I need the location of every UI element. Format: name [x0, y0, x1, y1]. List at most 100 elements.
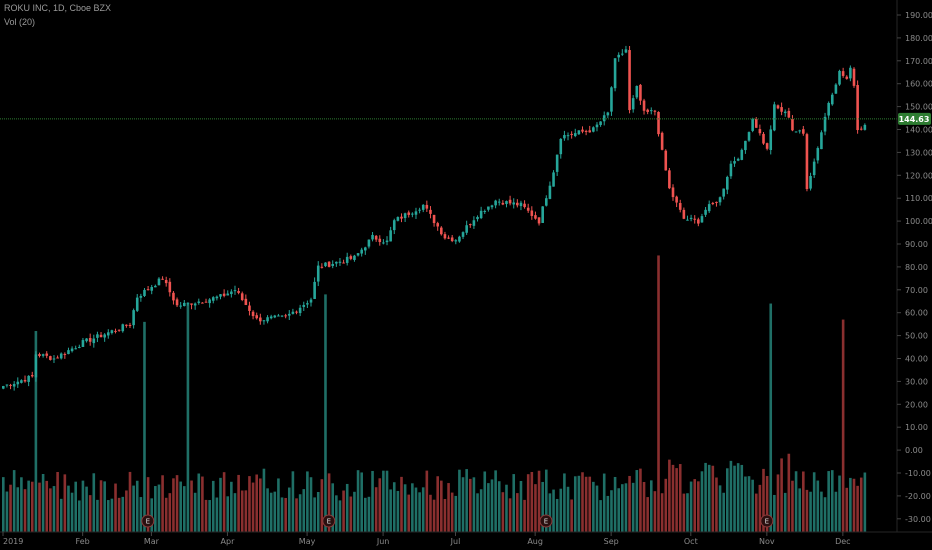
candle-body	[859, 128, 863, 130]
volume-bar	[16, 487, 20, 532]
volume-bar	[736, 463, 740, 532]
candle-body	[378, 238, 382, 243]
volume-bar	[823, 497, 827, 532]
candle-body	[429, 209, 432, 214]
earnings-marker[interactable]	[322, 514, 336, 528]
candle-body	[52, 358, 56, 360]
candle-body	[751, 118, 754, 131]
volume-bar	[762, 468, 765, 532]
candle-body	[432, 214, 436, 224]
volume-bar	[146, 477, 150, 532]
volume-bar	[570, 499, 573, 532]
candle-body	[581, 129, 584, 132]
volume-bar	[63, 474, 67, 532]
candle-body	[374, 235, 378, 240]
candle-body	[802, 129, 805, 134]
volume-bar	[758, 484, 762, 532]
volume-bar	[175, 475, 179, 532]
volume-bar	[9, 484, 12, 532]
volume-bar	[421, 487, 425, 532]
volume-bar	[164, 497, 168, 532]
volume-bar	[671, 464, 675, 532]
earnings-marker[interactable]	[760, 514, 774, 528]
volume-bar	[530, 471, 534, 532]
volume-bar	[52, 486, 56, 532]
candle-body	[313, 281, 316, 299]
candle-body	[718, 197, 722, 203]
candle-body	[563, 135, 566, 139]
candle-body	[791, 118, 794, 131]
candle-body	[38, 354, 41, 357]
time-axis[interactable]: 2019 Feb Mar Apr May Jun Jul Aug Sep Oct Nov Dec	[2, 532, 851, 546]
volume-bar	[621, 484, 624, 532]
candle-body	[255, 315, 258, 319]
volume-bar	[631, 482, 635, 532]
candle-body	[664, 150, 668, 171]
candle-body	[34, 354, 38, 378]
candle-body	[400, 216, 403, 219]
volume-bar	[88, 495, 92, 532]
candle-body	[599, 121, 602, 125]
volume-bar	[783, 492, 787, 532]
volume-bar	[106, 500, 110, 532]
candle-body	[642, 100, 646, 111]
candle-body	[649, 110, 653, 112]
price-axis[interactable]: -30.00 -20.00 -10.00 0.00 10.00 20.00 30.00 40.…	[897, 11, 932, 524]
candle-body	[208, 299, 211, 304]
candle-body	[461, 232, 465, 237]
candle-body	[744, 140, 747, 151]
earnings-marker[interactable]	[539, 514, 553, 528]
candle-body	[812, 161, 816, 176]
price-tick-label: 40.00	[905, 355, 928, 364]
candle-body	[117, 329, 121, 331]
candle-body	[505, 201, 508, 204]
candle-body	[678, 203, 682, 210]
candle-body	[559, 138, 563, 155]
candle-body	[99, 334, 103, 338]
volume-legend[interactable]: Vol (20)	[4, 17, 36, 27]
candle-body	[154, 285, 157, 288]
candle-body	[251, 311, 255, 317]
volume-bar	[313, 497, 316, 532]
volume-bar	[378, 478, 382, 532]
volume-bar	[802, 471, 805, 532]
candle-body	[447, 237, 450, 239]
volume-bar	[653, 491, 657, 532]
volume-bar	[765, 476, 769, 532]
time-tick-label: Nov	[759, 537, 775, 546]
candle-body	[769, 129, 773, 151]
volume-bar	[577, 475, 581, 532]
candle-body	[385, 240, 389, 243]
volume-bar	[649, 480, 653, 532]
volume-bar	[863, 472, 867, 532]
volume-bar	[316, 491, 320, 532]
price-tick-label: 70.00	[905, 286, 928, 295]
volume-bar	[552, 489, 555, 532]
candle-body	[67, 350, 70, 355]
candle-body	[96, 334, 99, 338]
candle-body	[364, 247, 367, 251]
candle-body	[555, 154, 559, 172]
candle-body	[92, 338, 96, 344]
candle-body	[342, 262, 345, 264]
volume-bar	[686, 493, 689, 532]
symbol-legend[interactable]: ROKU INC, 1D, Cboe BZX	[4, 3, 112, 13]
candle-body	[436, 223, 439, 227]
volume-bar	[809, 491, 812, 532]
candle-body	[610, 87, 613, 112]
volume-bar	[859, 477, 863, 532]
candle-body	[798, 130, 801, 132]
volume-bar	[150, 498, 154, 532]
candle-body	[621, 53, 624, 55]
volume-bar	[501, 492, 505, 532]
volume-bar	[798, 488, 801, 532]
volume-bar	[820, 491, 823, 532]
candle-body	[164, 279, 168, 284]
candle-body	[573, 133, 577, 137]
candle-body	[465, 225, 468, 233]
candle-body	[269, 316, 273, 319]
candle-body	[624, 49, 628, 53]
earnings-marker[interactable]	[141, 514, 155, 528]
